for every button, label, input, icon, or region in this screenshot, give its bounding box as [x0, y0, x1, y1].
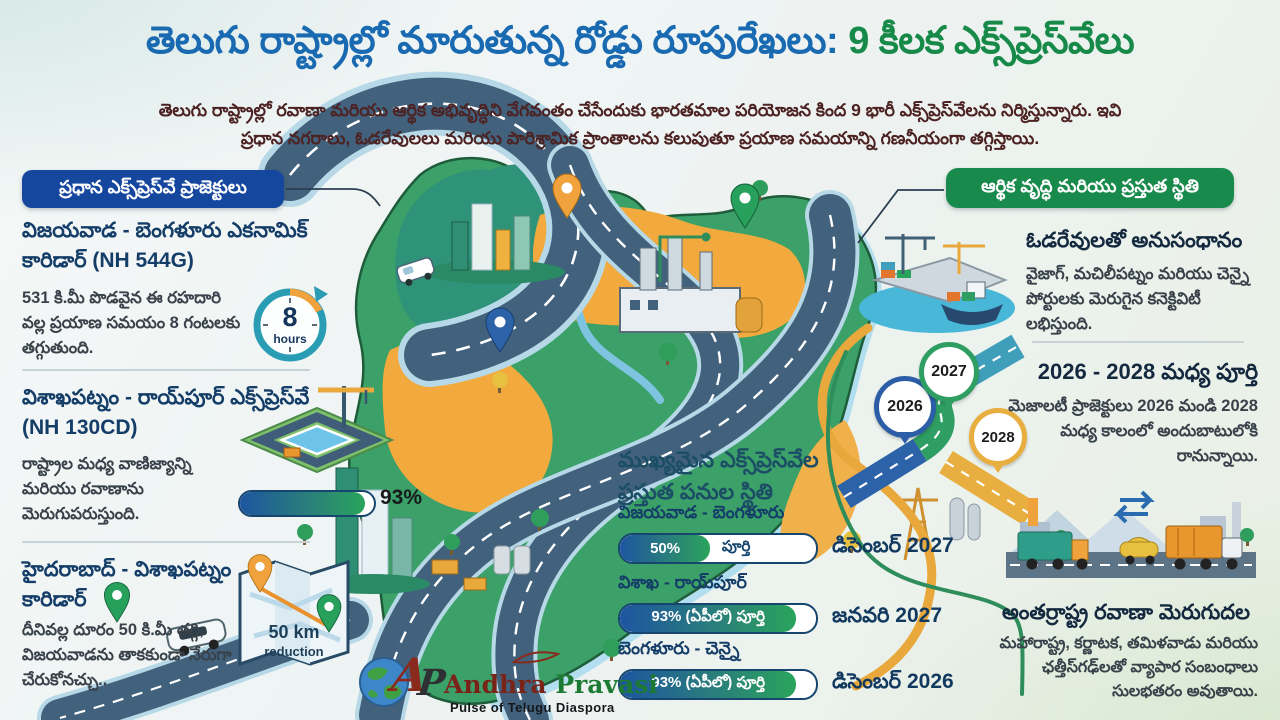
map-pin-orange-icon — [552, 173, 582, 219]
status-date: డిసెంబర్ 2027 — [832, 534, 954, 557]
divider — [22, 541, 310, 543]
tree-icons — [297, 180, 861, 661]
page-subtitle: తెలుగు రాష్ట్రాల్లో రవాణా మరియు ఆర్థిక అ… — [65, 96, 1215, 152]
car-icon — [166, 618, 227, 656]
right-section-1-desc: వైజాగ్, మచిలీపట్నం మరియు చెన్నై పోర్టులక… — [1026, 265, 1250, 333]
project-1-desc: 531 కి.మీ పొడవైన ఈ రహదారి వల్ల ప్రయాణ సమ… — [22, 289, 241, 357]
status-route-name: విజయవాడ - బెంగళూరు — [618, 502, 785, 522]
status-panel-heading: ముఖ్యమైన ఎక్స్‌ప్రెస్‌వేల ప్రస్తుత పనుల … — [618, 444, 868, 508]
map-pin-green-icon — [730, 183, 760, 229]
logo-monogram-p: P — [415, 662, 448, 704]
timeline-year-label: 2028 — [981, 428, 1015, 446]
ship-port-icon — [855, 218, 1020, 338]
truck-orange-icon — [1165, 525, 1243, 570]
expressway-coastal — [355, 190, 860, 720]
timeline-year-label: 2026 — [887, 398, 923, 415]
connector-orange-curve — [817, 323, 937, 691]
logo-name: Andhra Pravasi — [444, 670, 658, 699]
cargo-icons — [431, 545, 531, 591]
route-map-icon: 50 km reduction — [230, 552, 360, 680]
right-section-3-title: అంతర్రాష్ట్ర రవాణా మెరుగుదల — [1001, 601, 1251, 624]
connector-right-badge — [857, 189, 944, 244]
page-title-green: 9 కీలక ఎక్స్‌ప్రెస్‌వేలు — [848, 20, 1135, 62]
map-pin-green-icon — [103, 581, 131, 623]
status-progress-bar: 50% పూర్తి — [618, 533, 818, 564]
divider — [1032, 341, 1244, 343]
status-route-name: బెంగళూరు - చెన్నై — [618, 638, 740, 658]
left-progress-fill — [240, 492, 365, 515]
silo-icons — [949, 497, 981, 541]
status-progress-label: 93% (ఏపీలో) పూర్తి — [651, 608, 766, 625]
right-panel-badge: ఆర్థిక వృద్ధి మరియు ప్రస్తుత స్థితి — [946, 168, 1234, 208]
status-progress-bar: 93% (ఏపీలో) పూర్తి — [618, 669, 818, 700]
port-crane-icon — [222, 368, 407, 486]
car-yellow-icon — [1119, 537, 1159, 565]
status-progress-suffix: పూర్తి — [721, 538, 751, 555]
status-heading-line1: ముఖ్యమైన ఎక్స్‌ప్రెస్‌వేల — [618, 447, 819, 472]
timeline-year-label: 2027 — [931, 363, 967, 380]
status-progress-bar: 93% (ఏపీలో) పూర్తి — [618, 603, 818, 634]
right-section-2-desc: మెజాలటీ ప్రాజెక్టులు 2026 మండి 2028 మధ్య… — [1008, 397, 1258, 465]
divider — [22, 369, 310, 371]
truck-teal-icon — [1017, 531, 1089, 570]
logo-tagline: Pulse of Telugu Diaspora — [450, 700, 615, 715]
map-note-line1: 50 km — [268, 622, 320, 642]
status-progress-label: 93% (ఏపీలో) పూర్తి — [651, 674, 766, 691]
connector-green-curve — [826, 350, 1025, 696]
factory-icon — [619, 235, 763, 333]
project-3-desc: దీనివల్ల దూరం 50 కి.మీ తగ్గి, విజయవాడను … — [22, 621, 232, 689]
project-2-title: విశాఖపట్నం - రాయ్‌పూర్ ఎక్స్‌ప్రెస్‌వే (… — [22, 386, 310, 440]
van-icon — [396, 257, 435, 286]
right-section-2-title: 2026 - 2028 మధ్య పూర్తి — [1037, 359, 1258, 384]
map-pin-blue-icon — [485, 307, 515, 353]
globe-icon — [359, 657, 409, 707]
status-row: విశాఖ - రాయ్‌పూర్ 93% (ఏపీలో) పూర్తి జనవ… — [618, 572, 942, 634]
status-row: విజయవాడ - బెంగళూరు 50% పూర్తి డిసెంబర్ 2… — [618, 502, 954, 564]
timeline-pin-2027: 2027 — [919, 342, 979, 402]
map-note-line2: reduction — [264, 644, 324, 659]
status-progress-fill: 93% (ఏపీలో) పూర్తి — [620, 605, 797, 632]
project-3-title: హైదరాబాద్ - విశాఖపట్నం కారిడార్ — [22, 558, 232, 612]
project-2-desc: రాష్ట్రాల మధ్య వాణిజ్యాన్ని మరియు రవాణాన… — [22, 455, 192, 523]
subtitle-line-2: ప్రధాన నగరాలు, ఓడరేవులలు మరియు పారిశ్రామ… — [240, 128, 1040, 148]
feather-icon — [512, 651, 560, 664]
clock-hours-unit: hours — [273, 332, 307, 346]
connector-left-badge — [286, 188, 381, 207]
project-1-title: విజయవాడ - బెంగళూరు ఎకనామిక్ కారిడార్ (NH… — [22, 219, 308, 273]
transmission-tower-icon — [898, 487, 938, 561]
left-progress-bar — [238, 490, 376, 517]
connector-green-elbow — [658, 232, 711, 282]
page-title: తెలుగు రాష్ట్రాల్లో మారుతున్న రోడ్డు రూప… — [0, 20, 1280, 72]
right-section-1-title: ఓడరేవులతో అనుసంధానం — [1026, 229, 1243, 252]
arrow-exchange-icon — [1113, 490, 1155, 524]
left-panel-badge: ప్రధాన ఎక్స్‌ప్రెస్‌వే ప్రాజెక్టులు — [22, 170, 284, 208]
logo-name-part2: Pravasi — [555, 670, 658, 699]
clock-hours-value: 8 — [282, 302, 298, 332]
status-date: జనవరి 2027 — [832, 604, 943, 627]
left-progress-label: 93% — [380, 486, 423, 509]
interstate-trucks-icon — [1002, 482, 1260, 598]
status-heading-line2: ప్రస్తుత పనుల స్థితి — [618, 478, 773, 504]
logo-name-part1: Andhra — [444, 670, 547, 699]
subtitle-line-1: తెలుగు రాష్ట్రాల్లో రవాణా మరియు ఆర్థిక అ… — [158, 100, 1122, 120]
status-progress-label: 50% — [650, 540, 681, 557]
city-buildings-north — [425, 203, 565, 284]
andhra-pravasi-logo: A P Andhra Pravasi Pulse of Telugu Diasp… — [352, 648, 658, 718]
status-progress-fill: 93% (ఏపీలో) పూర్తి — [620, 671, 797, 698]
right-section-3-desc: మహారాష్ట్ర, కర్ణాటక, తమిళవాడు మరియు ఛత్త… — [999, 635, 1258, 700]
page-title-blue: తెలుగు రాష్ట్రాల్లో మారుతున్న రోడ్డు రూప… — [145, 20, 839, 62]
status-date: డిసెంబర్ 2026 — [832, 670, 954, 693]
status-progress-fill: 50% — [620, 535, 711, 562]
clock-icon: 8 hours — [244, 278, 336, 368]
status-row: బెంగళూరు - చెన్నై 93% (ఏపీలో) పూర్తి డిస… — [618, 638, 954, 700]
timeline-pin-2028: 2028 — [969, 408, 1027, 466]
status-route-name: విశాఖ - రాయ్‌పూర్ — [618, 572, 747, 592]
